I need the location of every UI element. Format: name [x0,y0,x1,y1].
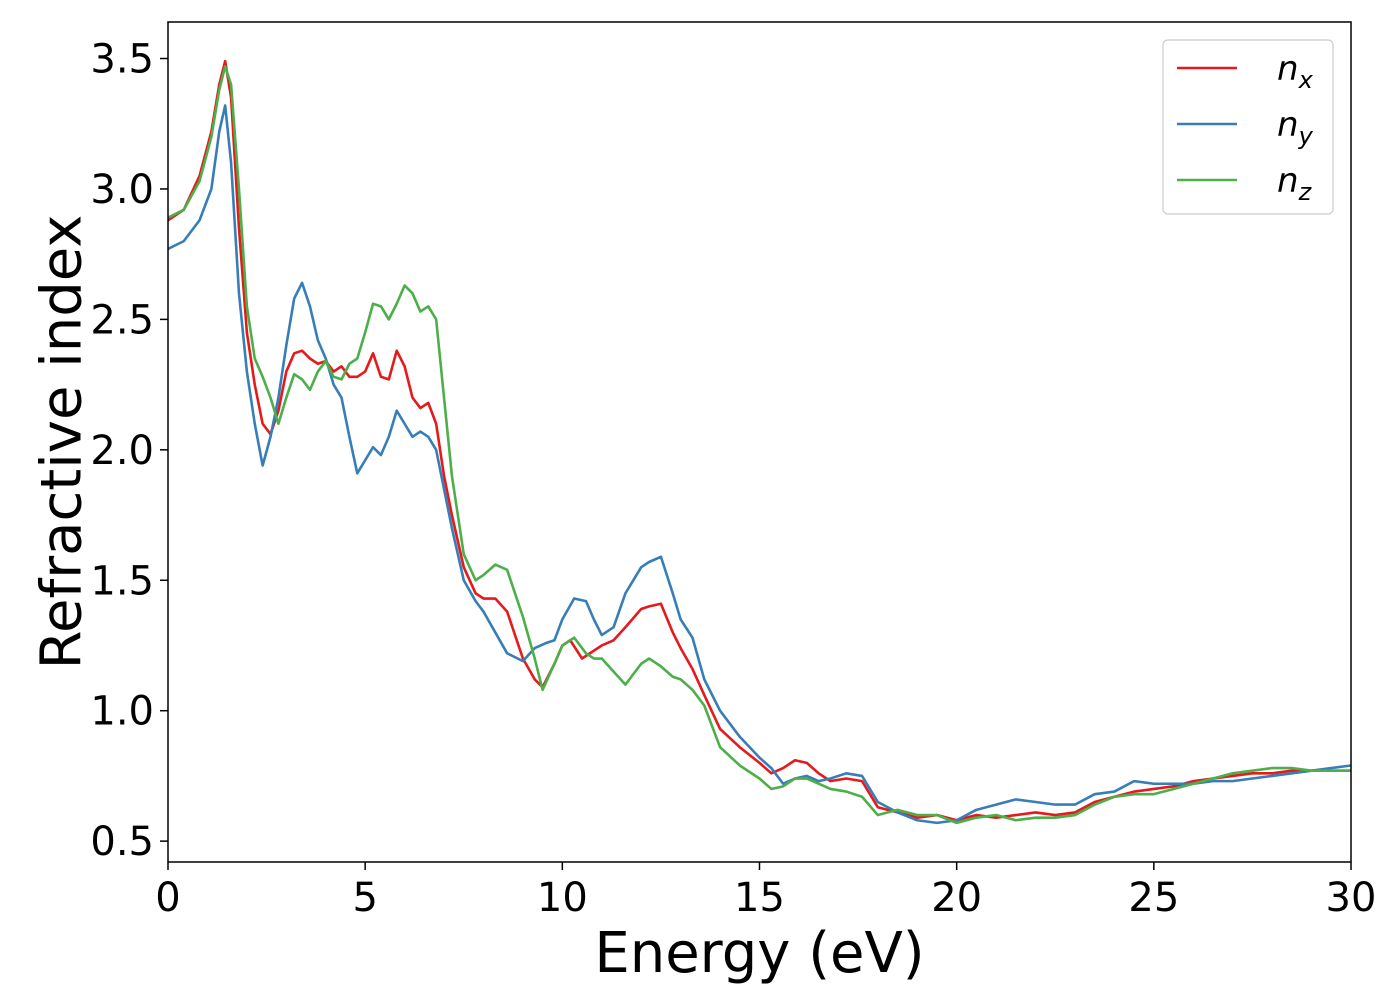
x-tick-label: 0 [155,875,180,921]
legend-box [1162,39,1334,215]
y-tick-label: 3.0 [90,167,154,213]
x-tick-label: 5 [352,875,377,921]
y-axis: 0.5 1.0 1.5 2.0 2.5 3.0 3.5 [90,37,168,865]
x-axis: 0 5 10 15 20 25 30 [155,862,1376,921]
legend-label: nx [1277,49,1314,94]
y-tick-label: 0.5 [90,819,154,865]
series-line-nz [168,65,1351,825]
x-tick-label: 25 [1128,875,1179,921]
x-tick-label: 30 [1326,875,1377,921]
series-layer [168,59,1351,825]
legend-label: ny [1277,105,1314,150]
x-tick-label: 10 [537,875,588,921]
y-tick-label: 1.0 [90,689,154,735]
y-tick-label: 2.0 [90,428,154,474]
legend-label: nz [1277,161,1313,206]
y-tick-label: 1.5 [90,558,154,604]
x-tick-label: 15 [734,875,785,921]
series-line-ny [168,104,1351,825]
y-axis-label: Refractive index [30,215,95,670]
y-tick-label: 2.5 [90,297,154,343]
x-tick-label: 20 [931,875,982,921]
x-axis-label: Energy (eV) [594,921,924,986]
y-tick-label: 3.5 [90,37,154,83]
legend: nx ny nz [1162,39,1334,215]
